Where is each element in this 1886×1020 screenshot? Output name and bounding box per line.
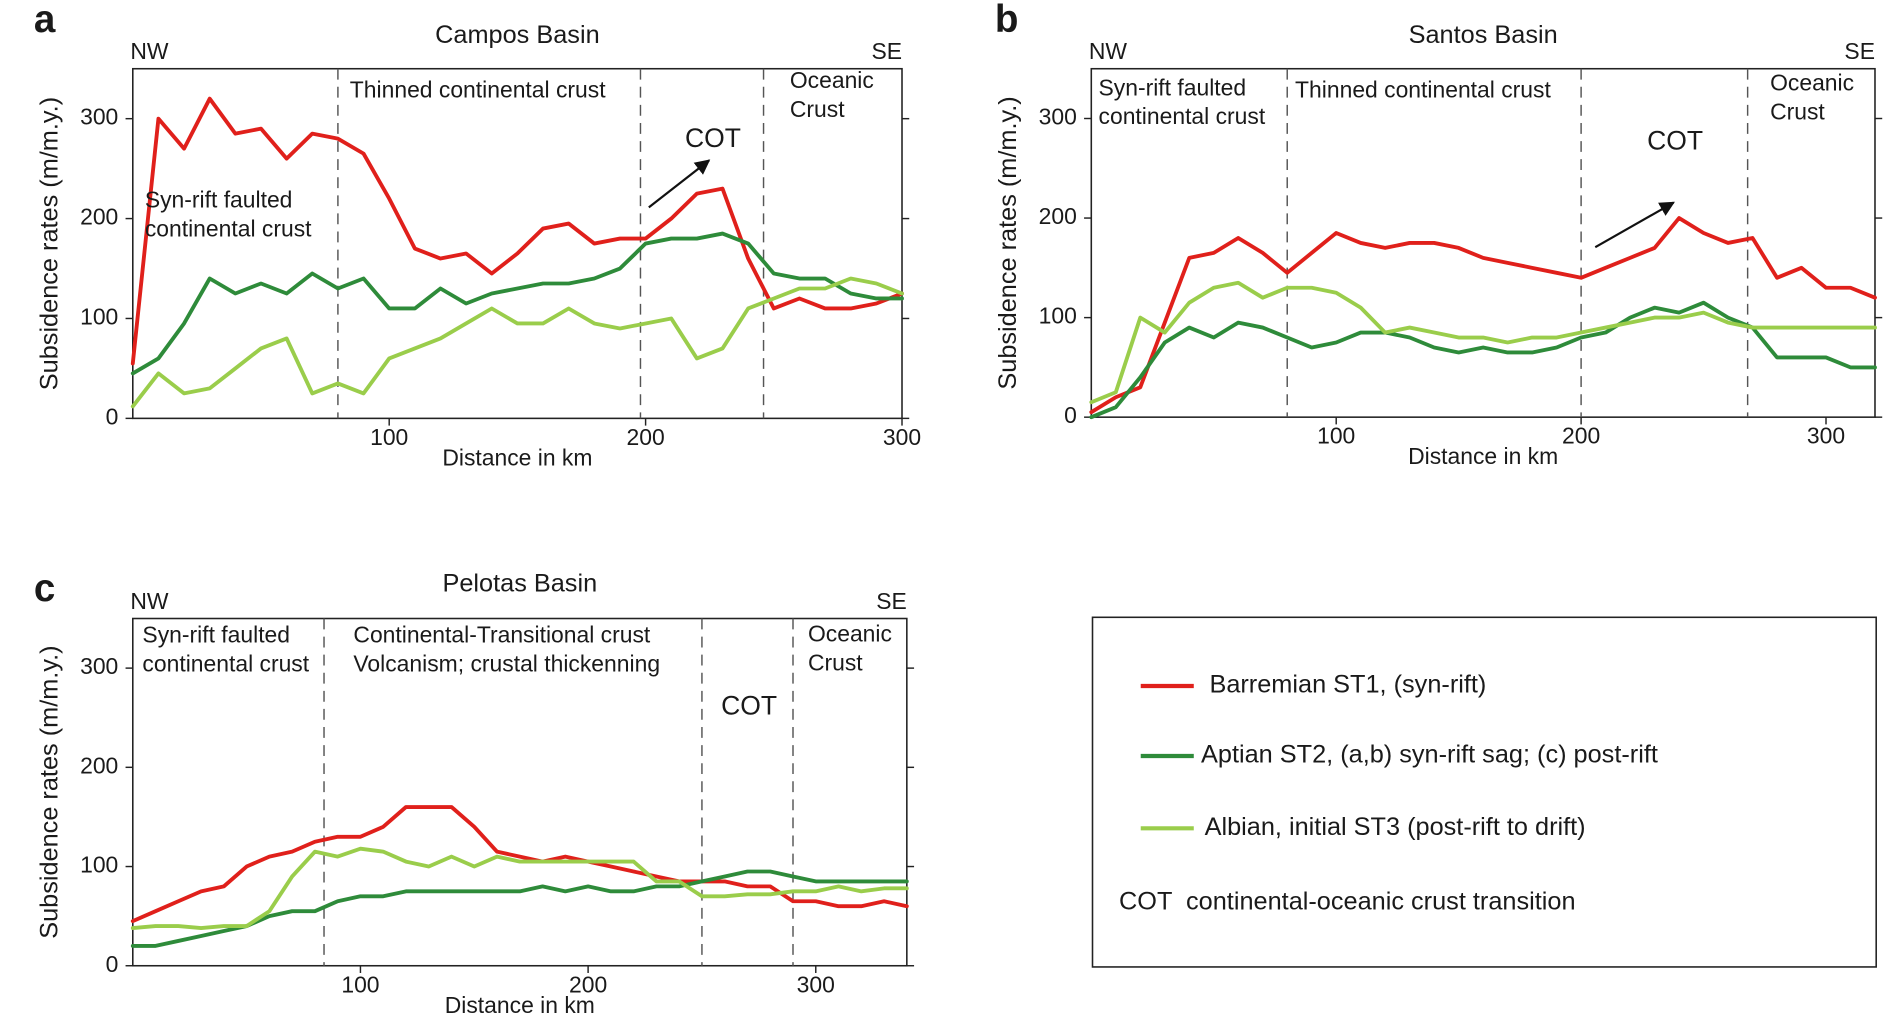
region-annotation: continental crust (142, 651, 309, 677)
region-annotation: Oceanic (1770, 69, 1854, 95)
direction-label: NW (130, 38, 169, 64)
region-annotation: Thinned continental crust (350, 77, 606, 103)
legend-box (1091, 616, 1877, 968)
x-axis-label: Distance in km (1408, 443, 1558, 469)
series-line (130, 805, 909, 924)
region-annotation: Crust (808, 649, 863, 675)
y-tick-label: 300 (80, 653, 118, 679)
region-annotation: Continental-Transitional crust (353, 622, 651, 648)
region-annotation: continental crust (1099, 103, 1266, 129)
series-line (130, 869, 909, 948)
y-tick-label: 0 (106, 403, 119, 429)
panel-letter: c (34, 567, 55, 610)
plot-frame (132, 617, 908, 967)
series-line (130, 96, 904, 366)
region-annotation: Syn-rift faulted (142, 622, 290, 648)
series-line (130, 231, 904, 376)
chart-title: Campos Basin (435, 21, 600, 49)
series-line (1089, 300, 1877, 420)
region-annotation: Thinned continental crust (1295, 77, 1551, 103)
legend-label: Barremian ST1, (syn-rift) (1209, 671, 1486, 699)
y-tick-label: 200 (80, 204, 118, 230)
y-axis-label: Subsidence rates (m/m.y.) (994, 96, 1022, 389)
y-tick-label: 200 (80, 752, 118, 778)
y-axis-label: Subsidence rates (m/m.y.) (35, 645, 63, 938)
y-tick-label: 100 (1039, 303, 1077, 329)
x-tick-label: 200 (626, 424, 664, 450)
x-tick-label: 200 (569, 971, 607, 997)
region-annotation: Crust (790, 96, 845, 122)
plot-frame (1090, 67, 1876, 418)
region-annotation: COT (721, 691, 777, 721)
x-tick-label: 300 (797, 971, 835, 997)
x-axis-label: Distance in km (445, 992, 595, 1018)
region-annotation: Volcanism; crustal thickenning (353, 651, 660, 677)
x-tick-label: 300 (1807, 423, 1845, 449)
x-tick-label: 100 (341, 971, 379, 997)
region-annotation: Oceanic (808, 620, 892, 646)
cot-arrow (1594, 201, 1675, 249)
cot-arrow (648, 159, 711, 209)
y-axis-label: Subsidence rates (m/m.y.) (35, 97, 63, 390)
x-tick-label: 100 (370, 424, 408, 450)
chart-title: Santos Basin (1409, 21, 1558, 49)
legend-label: Aptian ST2, (a,b) syn-rift sag; (c) post… (1201, 741, 1658, 769)
chart-title: Pelotas Basin (442, 569, 597, 597)
legend-label: Albian, initial ST3 (post-rift to drift) (1205, 813, 1586, 841)
x-tick-label: 300 (883, 424, 921, 450)
region-annotation: COT (1647, 125, 1703, 155)
direction-label: SE (876, 588, 907, 614)
series-line (130, 276, 904, 409)
y-tick-label: 100 (80, 304, 118, 330)
region-annotation: Syn-rift faulted (1099, 74, 1247, 100)
y-tick-label: 300 (1039, 104, 1077, 130)
region-annotation: continental crust (145, 215, 312, 241)
panel-letter: a (34, 0, 56, 41)
y-tick-label: 0 (106, 951, 119, 977)
x-tick-label: 200 (1562, 423, 1600, 449)
direction-label: NW (130, 588, 169, 614)
series-line (1089, 216, 1877, 415)
y-tick-label: 100 (80, 852, 118, 878)
legend-note: COT continental-oceanic crust transition (1119, 888, 1575, 916)
panel-letter: b (995, 0, 1019, 41)
series-line (130, 846, 909, 930)
region-annotation: COT (685, 123, 741, 153)
direction-label: SE (1844, 38, 1875, 64)
direction-label: NW (1089, 38, 1128, 64)
plot-frame (132, 67, 903, 420)
x-axis-label: Distance in km (442, 444, 592, 470)
y-tick-label: 0 (1064, 402, 1077, 428)
direction-label: SE (871, 38, 902, 64)
x-tick-label: 100 (1317, 423, 1355, 449)
y-tick-label: 200 (1039, 203, 1077, 229)
region-annotation: Crust (1770, 98, 1825, 124)
y-tick-label: 300 (80, 104, 118, 130)
series-line (1089, 280, 1877, 405)
region-annotation: Oceanic (790, 67, 874, 93)
region-annotation: Syn-rift faulted (145, 186, 293, 212)
